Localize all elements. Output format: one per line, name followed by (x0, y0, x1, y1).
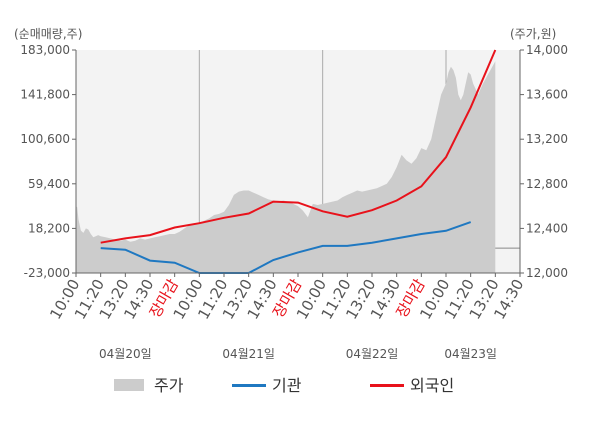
legend-swatch-line (232, 384, 266, 387)
left-tick-label: 100,600 (20, 132, 70, 146)
left-axis-title: (순매매량,주) (14, 27, 82, 41)
legend-label: 외국인 (410, 376, 454, 395)
net-buy-lines-layer (100, 49, 497, 274)
date-label: 04월20일 (99, 347, 152, 361)
legend: 주가 기관 외국인 (114, 376, 454, 395)
right-tick-label: 13,600 (526, 88, 568, 102)
series-area-price (76, 61, 496, 274)
right-tick-label: 13,200 (526, 132, 568, 146)
date-label: 04월22일 (346, 347, 399, 361)
price-area-layer (76, 61, 496, 274)
left-tick-label: 141,800 (20, 88, 70, 102)
legend-label: 주가 (154, 376, 184, 395)
right-tick-label: 12,800 (526, 177, 568, 191)
legend-item: 기관 (232, 376, 302, 395)
left-tick-label: 18,200 (28, 221, 70, 235)
date-label: 04월21일 (222, 347, 275, 361)
right-tick-label: 12,000 (526, 266, 568, 280)
left-tick-label: 59,400 (28, 177, 70, 191)
left-tick-label: -23,000 (24, 266, 70, 280)
series-line-foreign (100, 49, 497, 244)
right-axis-title: (주가,원) (510, 27, 556, 41)
legend-swatch-line (370, 384, 404, 387)
axis-layer: 183,000 141,800 100,600 59,400 18,200 -23,000… (20, 43, 568, 361)
series-line-institution (100, 221, 472, 274)
legend-swatch-area (114, 379, 144, 391)
legend-item: 주가 (114, 376, 184, 395)
date-label: 04월23일 (444, 347, 497, 361)
legend-label: 기관 (272, 376, 302, 395)
legend-item: 외국인 (370, 376, 454, 395)
right-tick-label: 14,000 (526, 43, 568, 57)
left-tick-label: 183,000 (20, 43, 70, 57)
right-tick-label: 12,400 (526, 221, 568, 235)
